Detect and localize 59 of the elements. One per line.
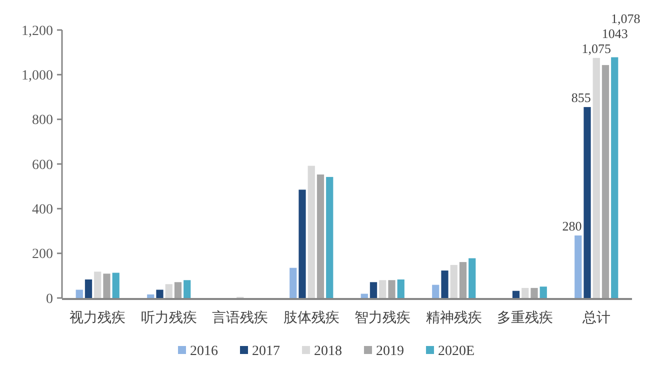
bar [512,290,520,298]
bar [184,280,191,298]
bar [584,107,591,298]
legend-label: 2019 [376,344,404,359]
bar [468,258,476,298]
bar [379,280,386,298]
bar [540,286,547,298]
y-tick-label: 400 [32,202,53,218]
bar [290,268,297,298]
bar [441,270,448,298]
bar [388,280,396,298]
y-tick-label: 600 [32,158,53,173]
bar [308,166,315,298]
y-tick-label: 200 [32,247,53,262]
x-tick-label: 肢体残疾 [283,310,340,326]
data-label: 1,078 [611,10,640,26]
bar [450,264,458,298]
bar [76,290,83,298]
y-tick-label: 1,200 [22,24,53,39]
data-label: 1043 [602,26,628,41]
bar [174,282,182,298]
x-tick-label: 总计 [581,310,610,326]
bar [360,294,368,298]
legend-label: 2018 [314,344,342,359]
x-tick-label: 智力残疾 [354,310,411,326]
bar [147,294,154,298]
bar [156,290,164,298]
bar [103,274,110,298]
bar [432,284,440,298]
legend-label: 2016 [190,344,218,359]
bar [298,190,306,298]
bar [397,279,404,298]
x-tick-label: 视力残疾 [70,310,126,326]
bar [592,58,600,298]
bar [94,272,102,298]
bar [530,288,538,298]
bar [316,174,324,298]
bar [326,176,334,298]
bar [602,65,610,298]
bar [165,284,172,298]
bar [370,282,378,298]
bar [112,272,120,298]
y-tick-label: 800 [32,113,53,128]
y-tick-label: 0 [46,292,53,307]
legend-label: 2017 [252,344,280,359]
legend-label: 2020E [438,344,475,359]
y-tick-label: 1,000 [22,68,53,84]
bar [522,288,529,298]
data-label: 280 [562,218,582,234]
bar [611,57,618,298]
x-tick-label: 多重残疾 [497,310,554,326]
data-label: 1,075 [582,40,611,56]
x-tick-label: 精神残疾 [426,310,482,326]
bar [459,262,467,298]
x-tick-label: 听力残疾 [140,310,197,326]
bar [84,279,92,298]
data-label: 855 [571,90,591,106]
bar [574,235,582,298]
x-tick-label: 言语残疾 [212,310,268,326]
